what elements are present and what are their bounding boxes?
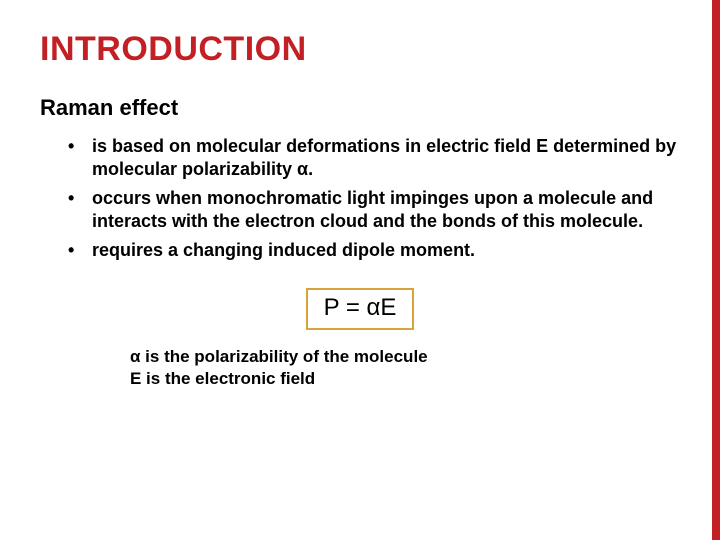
bullet-item: is based on molecular deformations in el… xyxy=(68,135,680,181)
notes-block: α is the polarizability of the molecule … xyxy=(40,346,680,390)
slide: INTRODUCTION Raman effect is based on mo… xyxy=(0,0,720,540)
formula-container: P = αE xyxy=(40,288,680,330)
bullet-list: is based on molecular deformations in el… xyxy=(40,135,680,262)
accent-side-bar xyxy=(712,0,720,540)
bullet-item: occurs when monochromatic light impinges… xyxy=(68,187,680,233)
note-line: E is the electronic field xyxy=(130,368,680,390)
formula-box: P = αE xyxy=(306,288,415,330)
bullet-item: requires a changing induced dipole momen… xyxy=(68,239,680,262)
note-line: α is the polarizability of the molecule xyxy=(130,346,680,368)
slide-subheading: Raman effect xyxy=(40,95,680,121)
slide-title: INTRODUCTION xyxy=(40,30,680,69)
